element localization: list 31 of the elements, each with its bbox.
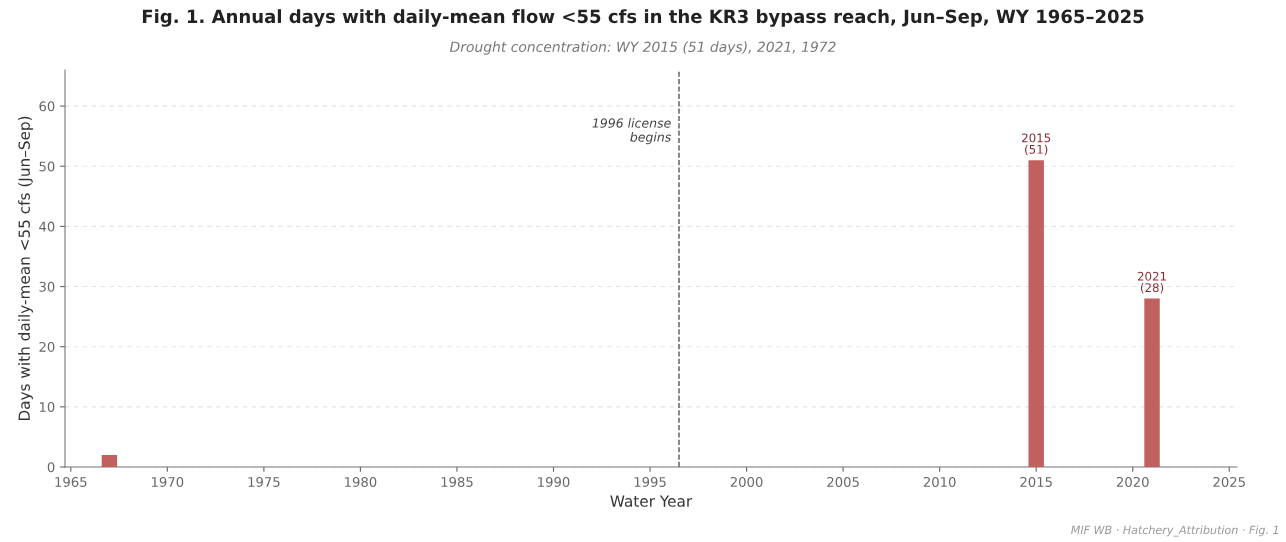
y-tick-label: 0 — [47, 462, 55, 473]
y-tick-label: 10 — [39, 402, 55, 413]
text: MIF WB · Hatchery_Attribution · Fig. 1 — [1071, 525, 1278, 537]
y-tick-label: 20 — [39, 341, 55, 352]
x-tick-label: 1965 — [55, 476, 87, 487]
x-tick-label: 1990 — [538, 476, 570, 487]
bar — [101, 454, 118, 467]
x-tick-label: 2010 — [923, 476, 956, 487]
x-tick-label: 2000 — [730, 476, 763, 487]
chart-title: Fig. 1. Annual days with daily-mean flow <55 cfs in the KR3 bypass reach, Jun–Sep, WY 1965–2025 — [142, 9, 1144, 27]
x-tick-label: 1995 — [634, 476, 666, 487]
x-tick-label: 1970 — [151, 476, 184, 487]
y-tick-label: 50 — [39, 161, 55, 172]
x-tick-label: 2015 — [1020, 476, 1052, 487]
data-label: 2015 (51) — [1022, 133, 1051, 156]
chart-subtitle: Drought concentration: WY 2015 (51 days), 2021, 1972 — [449, 41, 836, 55]
x-axis-title: Water Year — [610, 495, 693, 507]
y-tick-label: 30 — [39, 281, 55, 292]
x-tick-label: 2020 — [1116, 476, 1149, 487]
x-tick-label: 2025 — [1213, 476, 1245, 487]
y-tick-label: 60 — [39, 101, 55, 112]
data-label: 2021 (28) — [1137, 271, 1166, 294]
x-tick-label: 1985 — [441, 476, 473, 487]
x-tick-label: 2005 — [827, 476, 859, 487]
y-axis-title: Days with daily-mean <55 cfs (Jun–Sep) — [18, 116, 33, 421]
bar — [1028, 160, 1044, 467]
y-tick-label: 40 — [39, 221, 55, 232]
ref-line-label: 1996 license begins — [592, 118, 672, 145]
bar — [1144, 298, 1160, 467]
x-tick-label: 1980 — [345, 476, 377, 487]
x-tick-label: 1975 — [248, 476, 280, 487]
